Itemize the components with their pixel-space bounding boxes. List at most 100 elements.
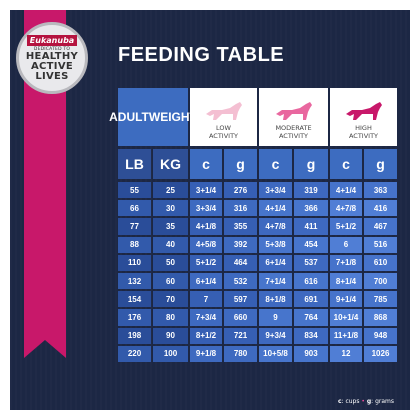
table-cell-r8-lb: 198 [118,327,151,344]
table-cell-r2-cups-high: 5+1/2 [330,218,362,235]
table-cell-r9-lb: 220 [118,345,151,362]
table-cell-r6-kg: 70 [153,291,188,308]
table-cell-r2-cups-low: 4+1/8 [190,218,222,235]
table-cell-r5-grams-low: 532 [224,273,257,290]
table-cell-r7-cups-low: 7+3/4 [190,309,222,326]
table-cell-r7-cups-moderate: 9 [259,309,292,326]
feeding-table-panel: Eukanuba DEDICATED TO HEALTHY ACTIVE LIV… [10,10,410,410]
table-cell-r0-cups-low: 3+1/4 [190,182,222,199]
table-cell-r1-cups-low: 3+3/4 [190,200,222,217]
column-header-cups-low: c [190,149,222,179]
table-cell-r9-cups-moderate: 10+5/8 [259,345,292,362]
column-header-lb: LB [118,149,151,179]
table-cell-r6-lb: 154 [118,291,151,308]
table-cell-r1-kg: 30 [153,200,188,217]
low-activity-label: LOW ACTIVITY [208,124,239,140]
table-cell-r0-cups-high: 4+1/4 [330,182,362,199]
table-cell-r3-lb: 88 [118,236,151,253]
table-cell-r5-cups-moderate: 7+1/4 [259,273,292,290]
table-cell-r8-grams-moderate: 834 [294,327,328,344]
table-cell-r8-cups-low: 8+1/2 [190,327,222,344]
moderate-activity-dog-icon [275,102,312,120]
table-cell-r0-grams-moderate: 319 [294,182,328,199]
table-cell-r6-cups-high: 9+1/4 [330,291,362,308]
table-cell-r4-grams-moderate: 537 [294,254,328,271]
column-header-grams-low: g [224,149,257,179]
table-cell-r9-grams-high: 1026 [364,345,397,362]
table-cell-r7-grams-low: 660 [224,309,257,326]
table-cell-r2-grams-high: 467 [364,218,397,235]
table-cell-r3-cups-high: 6 [330,236,362,253]
table-cell-r8-cups-high: 11+1/8 [330,327,362,344]
table-cell-r1-lb: 66 [118,200,151,217]
low-activity-dog-icon [205,102,242,120]
table-cell-r2-grams-low: 355 [224,218,257,235]
table-cell-r1-grams-high: 416 [364,200,397,217]
column-header-grams-high: g [364,149,397,179]
table-cell-r8-cups-moderate: 9+3/4 [259,327,292,344]
high-activity-dog-icon [345,102,382,120]
table-cell-r8-grams-high: 948 [364,327,397,344]
table-cell-r2-lb: 77 [118,218,151,235]
table-cell-r9-grams-moderate: 903 [294,345,328,362]
table-cell-r9-cups-high: 12 [330,345,362,362]
table-cell-r7-kg: 80 [153,309,188,326]
table-cell-r9-kg: 100 [153,345,188,362]
adult-weight-line-1: ADULT [109,109,149,124]
table-cell-r9-grams-low: 780 [224,345,257,362]
page-title: FEEDING TABLE [118,44,285,66]
moderate-activity-label: MODERATE ACTIVITY [275,124,312,140]
activity-header-low: LOW ACTIVITY [190,88,257,146]
activity-header-moderate: MODERATE ACTIVITY [259,88,328,146]
column-header-cups-high: c [330,149,362,179]
badge-line-1: HEALTHY [25,50,79,62]
table-cell-r3-grams-low: 392 [224,236,257,253]
table-cell-r3-grams-moderate: 454 [294,236,328,253]
table-cell-r3-grams-high: 516 [364,236,397,253]
table-cell-r0-grams-high: 363 [364,182,397,199]
table-cell-r5-lb: 132 [118,273,151,290]
table-cell-r6-grams-low: 597 [224,291,257,308]
table-cell-r4-grams-high: 610 [364,254,397,271]
table-cell-r5-kg: 60 [153,273,188,290]
table-cell-r5-cups-low: 6+1/4 [190,273,222,290]
table-cell-r4-lb: 110 [118,254,151,271]
table-cell-r0-grams-low: 276 [224,182,257,199]
table-cell-r1-grams-moderate: 366 [294,200,328,217]
table-cell-r7-grams-high: 868 [364,309,397,326]
table-cell-r0-lb: 55 [118,182,151,199]
table-cell-r1-cups-moderate: 4+1/4 [259,200,292,217]
table-cell-r4-kg: 50 [153,254,188,271]
table-cell-r3-kg: 40 [153,236,188,253]
eukanuba-badge: Eukanuba DEDICATED TO HEALTHY ACTIVE LIV… [16,22,88,94]
table-cell-r6-cups-moderate: 8+1/8 [259,291,292,308]
table-cell-r2-grams-moderate: 411 [294,218,328,235]
table-cell-r0-kg: 25 [153,182,188,199]
brand-logo: Eukanuba [26,34,78,46]
table-cell-r2-kg: 35 [153,218,188,235]
table-cell-r1-grams-low: 316 [224,200,257,217]
table-cell-r2-cups-moderate: 4+7/8 [259,218,292,235]
table-cell-r8-kg: 90 [153,327,188,344]
adult-weight-line-2: WEIGHT [148,109,197,124]
column-header-kg: KG [153,149,188,179]
dedicated-text: DEDICATED TO [33,46,71,52]
table-cell-r7-cups-high: 10+1/4 [330,309,362,326]
table-cell-r4-cups-low: 5+1/2 [190,254,222,271]
table-cell-r6-grams-high: 785 [364,291,397,308]
table-cell-r5-cups-high: 8+1/4 [330,273,362,290]
badge-line-2: ACTIVE [31,60,73,72]
table-cell-r8-grams-low: 721 [224,327,257,344]
table-cell-r4-grams-low: 464 [224,254,257,271]
table-cell-r4-cups-moderate: 6+1/4 [259,254,292,271]
table-cell-r3-cups-low: 4+5/8 [190,236,222,253]
table-cell-r6-grams-moderate: 691 [294,291,328,308]
high-activity-label: HIGH ACTIVITY [348,124,379,140]
column-header-cups-moderate: c [259,149,292,179]
table-cell-r4-cups-high: 7+1/8 [330,254,362,271]
table-cell-r9-cups-low: 9+1/8 [190,345,222,362]
table-cell-r0-cups-moderate: 3+3/4 [259,182,292,199]
table-cell-r5-grams-high: 700 [364,273,397,290]
table-cell-r1-cups-high: 4+7/8 [330,200,362,217]
column-header-grams-moderate: g [294,149,328,179]
